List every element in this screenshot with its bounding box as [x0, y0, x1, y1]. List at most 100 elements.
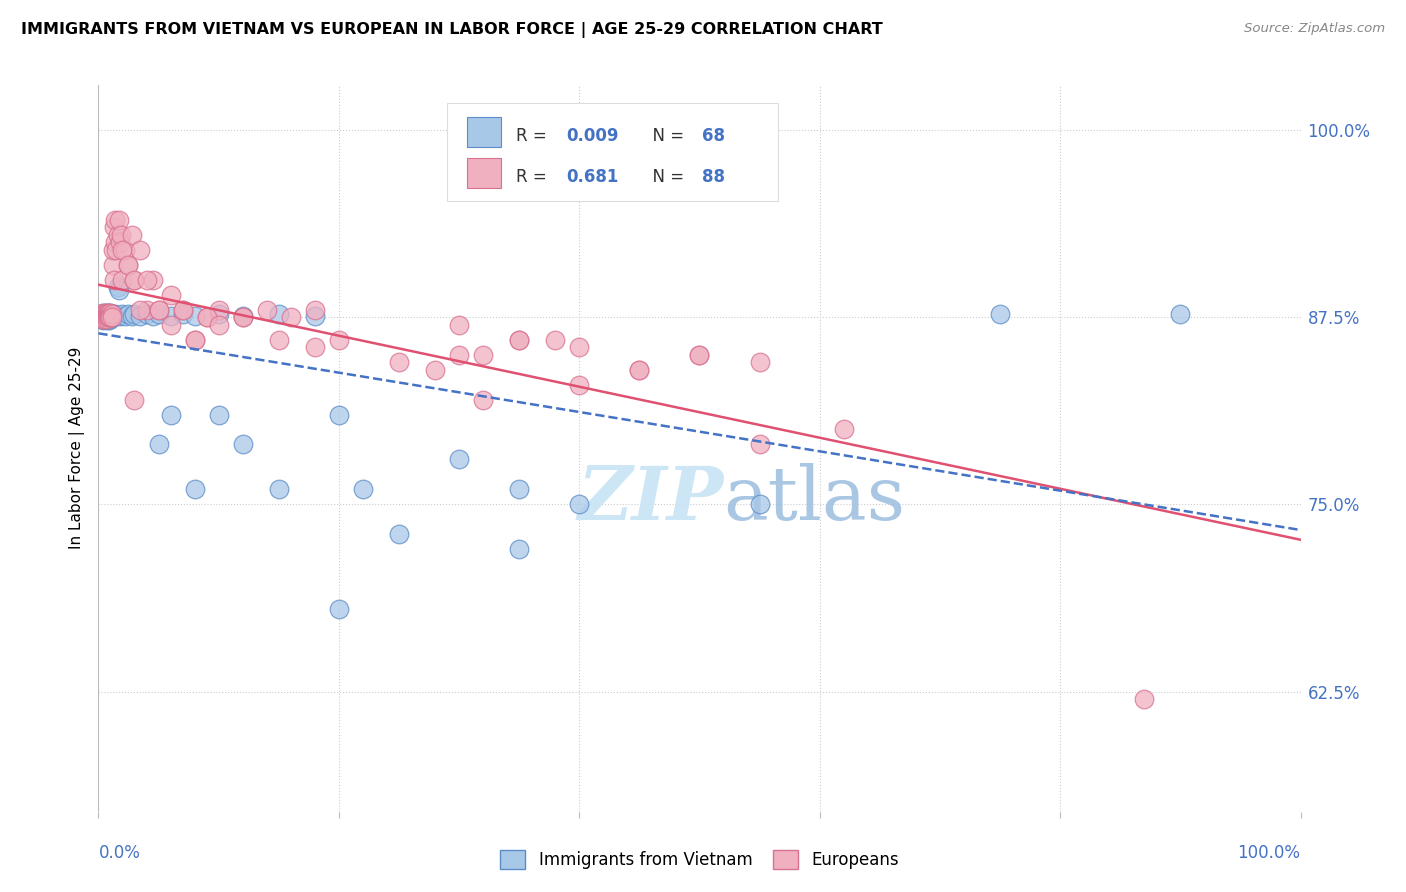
Point	[267, 307, 290, 321]
Point	[90, 307, 112, 321]
Point	[159, 309, 181, 323]
Point	[121, 227, 143, 242]
Point	[110, 227, 132, 242]
Point	[101, 243, 124, 257]
Point	[90, 309, 112, 323]
Point	[94, 309, 117, 323]
Point	[100, 305, 122, 319]
Point	[103, 309, 125, 323]
Point	[256, 302, 278, 317]
Point	[94, 305, 117, 319]
Point	[183, 309, 205, 323]
Point	[141, 309, 163, 323]
Point	[172, 302, 194, 317]
Point	[172, 302, 194, 317]
Point	[94, 305, 117, 319]
Point	[472, 392, 495, 407]
Point	[1170, 307, 1192, 321]
Point	[159, 287, 181, 301]
Point	[105, 309, 128, 323]
Point	[91, 305, 114, 319]
Point	[91, 307, 114, 321]
Point	[91, 311, 114, 326]
Point	[107, 280, 129, 294]
Text: N =: N =	[641, 127, 689, 145]
Point	[91, 313, 114, 327]
Point	[129, 302, 152, 317]
Point	[96, 307, 118, 321]
Point	[304, 309, 326, 323]
Point	[93, 307, 115, 321]
Point	[100, 310, 122, 324]
Point	[508, 333, 530, 347]
Point	[988, 307, 1011, 321]
Point	[114, 243, 136, 257]
Point	[129, 243, 152, 257]
FancyBboxPatch shape	[447, 103, 778, 201]
Point	[748, 437, 770, 451]
Legend: Immigrants from Vietnam, Europeans: Immigrants from Vietnam, Europeans	[494, 844, 905, 876]
Point	[135, 272, 157, 286]
Point	[93, 309, 115, 323]
Point	[388, 527, 411, 541]
Point	[91, 310, 114, 324]
Point	[105, 243, 128, 257]
Point	[117, 307, 139, 321]
Text: 0.0%: 0.0%	[98, 845, 141, 863]
Point	[98, 310, 121, 324]
Text: R =: R =	[516, 127, 551, 145]
Point	[832, 422, 855, 436]
Point	[103, 220, 125, 235]
Point	[304, 302, 326, 317]
Point	[98, 307, 121, 321]
Point	[172, 307, 194, 321]
Point	[135, 307, 157, 321]
Point	[148, 437, 170, 451]
Point	[208, 302, 231, 317]
Point	[748, 498, 770, 512]
Point	[108, 283, 131, 297]
Point	[91, 311, 114, 326]
Point	[101, 307, 124, 321]
Point	[100, 309, 122, 323]
Point	[121, 309, 143, 323]
FancyBboxPatch shape	[467, 117, 501, 147]
Text: 0.009: 0.009	[567, 127, 619, 145]
Text: 68: 68	[702, 127, 725, 145]
Point	[93, 311, 115, 326]
Point	[97, 305, 120, 319]
Point	[159, 408, 181, 422]
Point	[544, 333, 567, 347]
Text: IMMIGRANTS FROM VIETNAM VS EUROPEAN IN LABOR FORCE | AGE 25-29 CORRELATION CHART: IMMIGRANTS FROM VIETNAM VS EUROPEAN IN L…	[21, 22, 883, 38]
Point	[97, 305, 120, 319]
Point	[93, 310, 115, 324]
Point	[388, 355, 411, 369]
Point	[124, 307, 146, 321]
Point	[508, 542, 530, 557]
Point	[232, 310, 254, 324]
Point	[352, 483, 374, 497]
Point	[97, 309, 120, 323]
Point	[568, 377, 591, 392]
Point	[91, 310, 114, 324]
FancyBboxPatch shape	[467, 158, 501, 188]
Point	[98, 313, 121, 327]
Text: R =: R =	[516, 168, 551, 186]
Point	[208, 307, 231, 321]
Point	[111, 272, 134, 286]
Point	[472, 347, 495, 361]
Point	[141, 272, 163, 286]
Point	[328, 602, 350, 616]
Text: 100.0%: 100.0%	[1237, 845, 1301, 863]
Point	[148, 302, 170, 317]
Point	[1133, 692, 1156, 706]
Point	[135, 302, 157, 317]
Point	[117, 258, 139, 272]
Point	[94, 310, 117, 324]
Point	[111, 243, 134, 257]
Point	[100, 310, 122, 324]
Point	[232, 310, 254, 324]
Point	[508, 333, 530, 347]
Point	[423, 362, 446, 376]
Point	[183, 333, 205, 347]
